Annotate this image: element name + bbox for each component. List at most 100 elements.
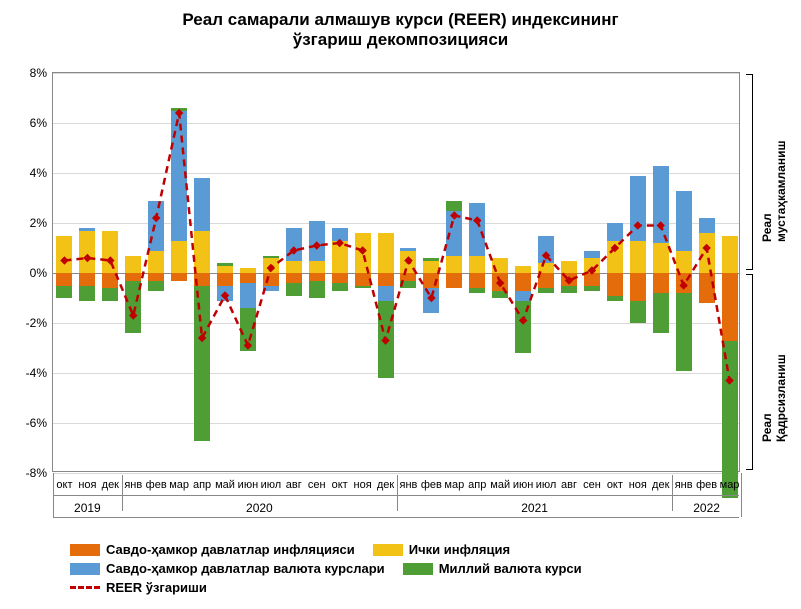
bar-group [672, 73, 695, 471]
bar-segment [515, 266, 531, 274]
bar-segment [309, 221, 325, 261]
bar-segment [148, 251, 164, 274]
bar-segment [171, 273, 187, 281]
bar-segment [171, 111, 187, 241]
legend-swatch [70, 563, 100, 575]
y-tick-label: 2% [30, 216, 53, 230]
bar-segment [378, 301, 394, 379]
bar-segment [515, 273, 531, 291]
bar-group [603, 73, 626, 471]
bar-group [626, 73, 649, 471]
bar-segment [653, 166, 669, 244]
bar-segment [286, 273, 302, 283]
bar-segment [217, 266, 233, 274]
bar-segment [194, 273, 210, 286]
bar-segment [240, 308, 256, 351]
legend-swatch [373, 544, 403, 556]
bar-segment [676, 191, 692, 251]
bar-segment [607, 296, 623, 301]
bar-group [466, 73, 489, 471]
bar-segment [722, 273, 738, 341]
title-line1: Реал самарали алмашув курси (REER) индек… [0, 10, 801, 30]
bar-group [580, 73, 603, 471]
bar-segment [263, 258, 279, 273]
x-month-label: июл [261, 479, 282, 491]
bar-group [122, 73, 145, 471]
bar-segment [538, 263, 554, 273]
bar-group [535, 73, 558, 471]
bar-segment [332, 228, 348, 241]
x-month-label: сен [308, 479, 326, 491]
bar-segment [79, 228, 95, 231]
bar-group [420, 73, 443, 471]
legend-item: Савдо-ҳамкор давлатлар инфляцияси [70, 542, 355, 557]
bar-segment [630, 176, 646, 241]
bar-segment [561, 286, 577, 294]
bar-segment [79, 286, 95, 301]
bar-segment [446, 201, 462, 211]
bar-segment [561, 273, 577, 286]
legend: Савдо-ҳамкор давлатлар инфляцияси Ички ин… [70, 542, 600, 599]
bar-group [145, 73, 168, 471]
year-separator [672, 475, 673, 511]
bar-segment [469, 203, 485, 256]
bar-group [374, 73, 397, 471]
bar-segment [653, 243, 669, 273]
bar-group [53, 73, 76, 471]
bar-segment [400, 251, 416, 274]
bar-segment [125, 281, 141, 334]
bar-segment [584, 286, 600, 291]
bar-group [695, 73, 718, 471]
bar-segment [194, 231, 210, 274]
bar-group [489, 73, 512, 471]
x-month-label: дек [652, 479, 669, 491]
bar-group [191, 73, 214, 471]
bar-group [168, 73, 191, 471]
title-line2: ўзгариш декомпозицияси [0, 30, 801, 50]
bar-segment [492, 291, 508, 299]
bar-segment [194, 178, 210, 231]
bar-group [718, 73, 741, 471]
bar-segment [607, 273, 623, 296]
legend-item: Савдо-ҳамкор давлатлар валюта курслари [70, 561, 385, 576]
x-month-label: июн [513, 479, 533, 491]
x-month-label: окт [56, 479, 72, 491]
x-month-label: янв [124, 479, 142, 491]
bar-group [282, 73, 305, 471]
bar-segment [355, 233, 371, 273]
bar-segment [332, 283, 348, 291]
legend-item: Ички инфляция [373, 542, 510, 557]
x-month-label: апр [193, 479, 211, 491]
bar-group [76, 73, 99, 471]
bar-segment [102, 273, 118, 288]
bar-segment [378, 273, 394, 286]
bar-segment [148, 201, 164, 251]
bar-segment [469, 256, 485, 274]
bar-segment [286, 261, 302, 274]
bar-segment [469, 273, 485, 288]
bar-segment [332, 273, 348, 283]
legend-label: Савдо-ҳамкор давлатлар валюта курслари [106, 561, 385, 576]
x-year-label: 2019 [74, 501, 101, 515]
bar-segment [515, 301, 531, 354]
bar-segment [240, 273, 256, 283]
y-tick-label: -4% [26, 366, 53, 380]
bar-segment [102, 288, 118, 301]
legend-line-swatch [70, 586, 100, 589]
bar-segment [79, 273, 95, 286]
bar-segment [676, 251, 692, 274]
bar-segment [722, 236, 738, 274]
bar-segment [400, 273, 416, 281]
bar-group [558, 73, 581, 471]
chart-title: Реал самарали алмашув курси (REER) индек… [0, 10, 801, 50]
bar-segment [653, 273, 669, 293]
bar-group [99, 73, 122, 471]
legend-swatch [403, 563, 433, 575]
legend-label: REER ўзгариши [106, 580, 207, 595]
bar-segment [423, 258, 439, 261]
x-month-label: фев [696, 479, 717, 491]
bar-segment [423, 261, 439, 274]
y-tick-label: 8% [30, 66, 53, 80]
y-tick-label: 0% [30, 266, 53, 280]
x-month-label: янв [400, 479, 418, 491]
